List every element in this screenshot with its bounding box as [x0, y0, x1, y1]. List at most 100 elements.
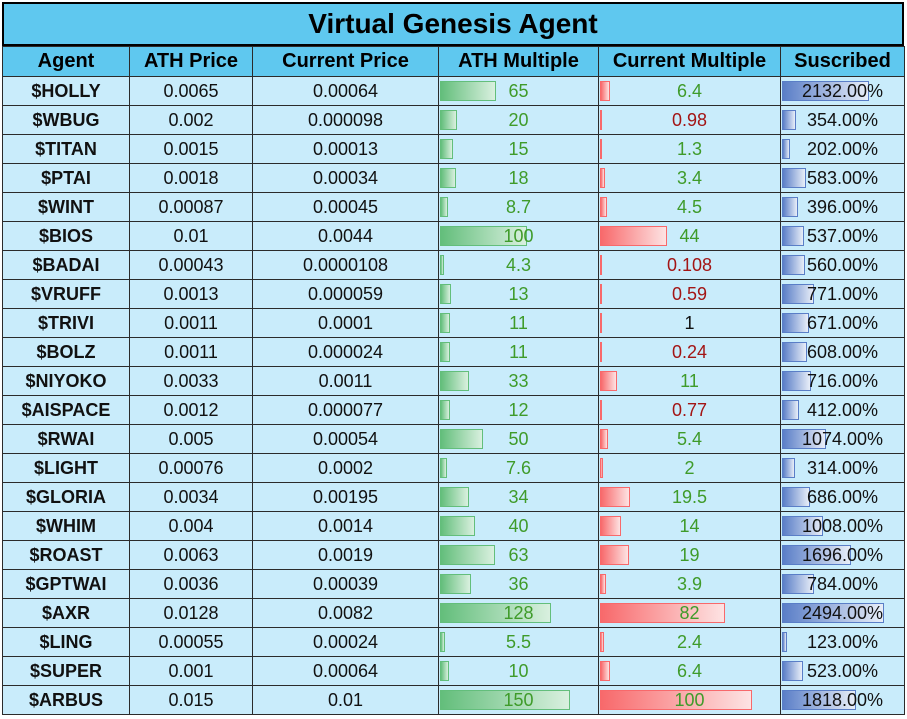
cell-current-multiple[interactable]: 3.9: [598, 569, 781, 599]
cell-subscribed[interactable]: 716.00%: [780, 366, 905, 396]
cell-subscribed[interactable]: 123.00%: [780, 627, 905, 657]
cell-current-price[interactable]: 0.00024: [252, 627, 439, 657]
cell-ath-multiple[interactable]: 15: [438, 134, 599, 164]
cell-ath-multiple[interactable]: 63: [438, 540, 599, 570]
cell-ath-price[interactable]: 0.00087: [129, 192, 253, 222]
cell-ath-price[interactable]: 0.0013: [129, 279, 253, 309]
cell-agent[interactable]: $BADAI: [2, 250, 130, 280]
cell-current-price[interactable]: 0.00013: [252, 134, 439, 164]
cell-subscribed[interactable]: 202.00%: [780, 134, 905, 164]
cell-agent[interactable]: $WHIM: [2, 511, 130, 541]
cell-subscribed[interactable]: 1074.00%: [780, 424, 905, 454]
cell-agent[interactable]: $WINT: [2, 192, 130, 222]
cell-current-multiple[interactable]: 6.4: [598, 76, 781, 106]
cell-ath-price[interactable]: 0.005: [129, 424, 253, 454]
cell-current-price[interactable]: 0.00054: [252, 424, 439, 454]
cell-subscribed[interactable]: 608.00%: [780, 337, 905, 367]
header-current-price[interactable]: Current Price: [252, 46, 439, 77]
cell-current-multiple[interactable]: 14: [598, 511, 781, 541]
cell-current-multiple[interactable]: 2: [598, 453, 781, 483]
cell-current-multiple[interactable]: 3.4: [598, 163, 781, 193]
cell-current-multiple[interactable]: 6.4: [598, 656, 781, 686]
cell-agent[interactable]: $PTAI: [2, 163, 130, 193]
cell-ath-multiple[interactable]: 33: [438, 366, 599, 396]
cell-subscribed[interactable]: 537.00%: [780, 221, 905, 251]
cell-ath-multiple[interactable]: 4.3: [438, 250, 599, 280]
cell-current-multiple[interactable]: 82: [598, 598, 781, 628]
header-ath-price[interactable]: ATH Price: [129, 46, 253, 77]
cell-subscribed[interactable]: 2494.00%: [780, 598, 905, 628]
cell-current-multiple[interactable]: 0.59: [598, 279, 781, 309]
cell-ath-price[interactable]: 0.0036: [129, 569, 253, 599]
cell-current-price[interactable]: 0.000077: [252, 395, 439, 425]
cell-ath-multiple[interactable]: 128: [438, 598, 599, 628]
cell-subscribed[interactable]: 686.00%: [780, 482, 905, 512]
cell-current-price[interactable]: 0.000024: [252, 337, 439, 367]
cell-ath-multiple[interactable]: 50: [438, 424, 599, 454]
cell-current-price[interactable]: 0.0044: [252, 221, 439, 251]
cell-current-multiple[interactable]: 100: [598, 685, 781, 715]
cell-subscribed[interactable]: 314.00%: [780, 453, 905, 483]
cell-current-price[interactable]: 0.0002: [252, 453, 439, 483]
cell-ath-price[interactable]: 0.00076: [129, 453, 253, 483]
cell-agent[interactable]: $TITAN: [2, 134, 130, 164]
cell-current-multiple[interactable]: 1.3: [598, 134, 781, 164]
cell-agent[interactable]: $WBUG: [2, 105, 130, 135]
cell-ath-multiple[interactable]: 11: [438, 337, 599, 367]
cell-agent[interactable]: $BIOS: [2, 221, 130, 251]
cell-ath-price[interactable]: 0.015: [129, 685, 253, 715]
cell-current-multiple[interactable]: 1: [598, 308, 781, 338]
cell-ath-multiple[interactable]: 7.6: [438, 453, 599, 483]
cell-ath-price[interactable]: 0.0015: [129, 134, 253, 164]
cell-current-multiple[interactable]: 11: [598, 366, 781, 396]
cell-agent[interactable]: $AISPACE: [2, 395, 130, 425]
cell-agent[interactable]: $NIYOKO: [2, 366, 130, 396]
cell-ath-multiple[interactable]: 34: [438, 482, 599, 512]
cell-current-price[interactable]: 0.00034: [252, 163, 439, 193]
cell-ath-price[interactable]: 0.0065: [129, 76, 253, 106]
cell-agent[interactable]: $RWAI: [2, 424, 130, 454]
cell-ath-multiple[interactable]: 100: [438, 221, 599, 251]
cell-agent[interactable]: $GPTWAI: [2, 569, 130, 599]
cell-current-price[interactable]: 0.000059: [252, 279, 439, 309]
cell-ath-multiple[interactable]: 150: [438, 685, 599, 715]
cell-current-price[interactable]: 0.0014: [252, 511, 439, 541]
cell-subscribed[interactable]: 560.00%: [780, 250, 905, 280]
header-subscribed[interactable]: Suscribed: [780, 46, 905, 77]
cell-current-multiple[interactable]: 0.108: [598, 250, 781, 280]
cell-ath-multiple[interactable]: 13: [438, 279, 599, 309]
cell-subscribed[interactable]: 412.00%: [780, 395, 905, 425]
cell-current-price[interactable]: 0.0082: [252, 598, 439, 628]
cell-agent[interactable]: $AXR: [2, 598, 130, 628]
cell-current-price[interactable]: 0.0001: [252, 308, 439, 338]
cell-current-price[interactable]: 0.0000108: [252, 250, 439, 280]
cell-ath-multiple[interactable]: 11: [438, 308, 599, 338]
cell-agent[interactable]: $SUPER: [2, 656, 130, 686]
cell-current-price[interactable]: 0.0019: [252, 540, 439, 570]
cell-subscribed[interactable]: 354.00%: [780, 105, 905, 135]
cell-current-multiple[interactable]: 19.5: [598, 482, 781, 512]
cell-current-multiple[interactable]: 44: [598, 221, 781, 251]
cell-subscribed[interactable]: 1696.00%: [780, 540, 905, 570]
cell-ath-price[interactable]: 0.004: [129, 511, 253, 541]
header-current-multiple[interactable]: Current Multiple: [598, 46, 781, 77]
cell-ath-price[interactable]: 0.00043: [129, 250, 253, 280]
cell-subscribed[interactable]: 2132.00%: [780, 76, 905, 106]
cell-current-multiple[interactable]: 5.4: [598, 424, 781, 454]
cell-current-price[interactable]: 0.01: [252, 685, 439, 715]
cell-ath-price[interactable]: 0.0011: [129, 337, 253, 367]
header-ath-multiple[interactable]: ATH Multiple: [438, 46, 599, 77]
cell-ath-price[interactable]: 0.001: [129, 656, 253, 686]
cell-ath-price[interactable]: 0.0011: [129, 308, 253, 338]
cell-ath-price[interactable]: 0.00055: [129, 627, 253, 657]
cell-current-price[interactable]: 0.00039: [252, 569, 439, 599]
cell-ath-price[interactable]: 0.01: [129, 221, 253, 251]
cell-ath-multiple[interactable]: 65: [438, 76, 599, 106]
cell-current-price[interactable]: 0.0011: [252, 366, 439, 396]
cell-subscribed[interactable]: 1818.00%: [780, 685, 905, 715]
cell-subscribed[interactable]: 396.00%: [780, 192, 905, 222]
cell-current-multiple[interactable]: 0.77: [598, 395, 781, 425]
cell-current-price[interactable]: 0.000098: [252, 105, 439, 135]
cell-agent[interactable]: $ARBUS: [2, 685, 130, 715]
cell-ath-multiple[interactable]: 10: [438, 656, 599, 686]
